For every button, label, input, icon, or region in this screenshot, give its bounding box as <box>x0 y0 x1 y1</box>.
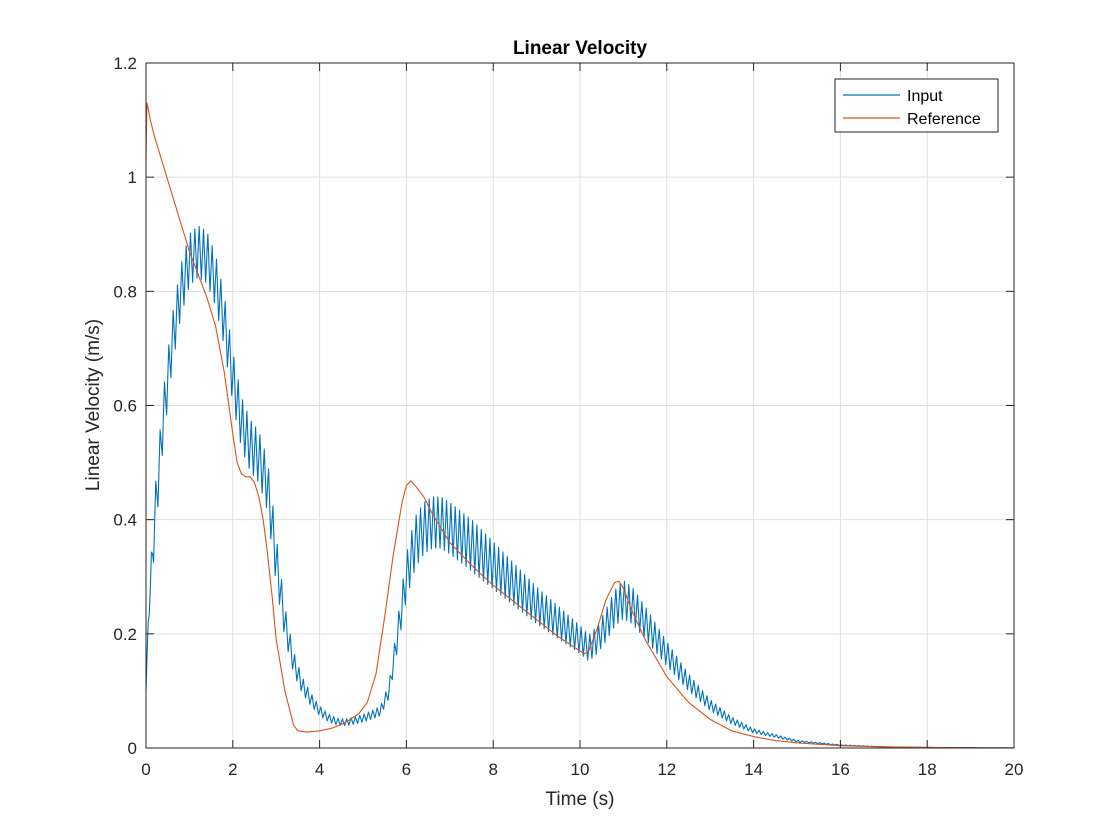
x-tick-label: 2 <box>228 760 237 779</box>
y-tick-label: 0.8 <box>113 282 137 301</box>
y-tick-label: 1 <box>128 168 137 187</box>
x-tick-label: 18 <box>918 760 937 779</box>
x-tick-label: 0 <box>141 760 150 779</box>
x-tick-label: 14 <box>744 760 763 779</box>
legend-label-input: Input <box>907 88 943 105</box>
y-tick-label: 1.2 <box>113 54 137 73</box>
legend: Input Reference <box>834 78 999 133</box>
x-tick-label: 8 <box>488 760 497 779</box>
y-axis-label: Linear Velocity (m/s) <box>83 319 104 491</box>
series-group <box>145 102 1015 749</box>
chart-title: Linear Velocity <box>513 38 648 59</box>
legend-box <box>834 78 999 133</box>
legend-label-reference: Reference <box>907 111 981 128</box>
x-tick-labels: 0 2 4 6 8 10 12 14 16 18 20 <box>141 760 1023 779</box>
x-tick-label: 12 <box>657 760 676 779</box>
series-line-reference <box>145 102 1015 749</box>
y-tick-label: 0.4 <box>113 511 137 530</box>
y-tick-label: 0 <box>128 739 137 758</box>
y-tick-labels: 0 0.2 0.4 0.6 0.8 1 1.2 <box>113 54 137 758</box>
x-axis-label: Time (s) <box>546 789 615 810</box>
x-tick-label: 4 <box>315 760 324 779</box>
x-tick-label: 16 <box>831 760 850 779</box>
y-tick-label: 0.6 <box>113 397 137 416</box>
x-tick-label: 6 <box>402 760 411 779</box>
tick-marks <box>145 62 1015 749</box>
y-tick-label: 0.2 <box>113 625 137 644</box>
x-tick-label: 20 <box>1005 760 1024 779</box>
x-tick-label: 10 <box>571 760 590 779</box>
